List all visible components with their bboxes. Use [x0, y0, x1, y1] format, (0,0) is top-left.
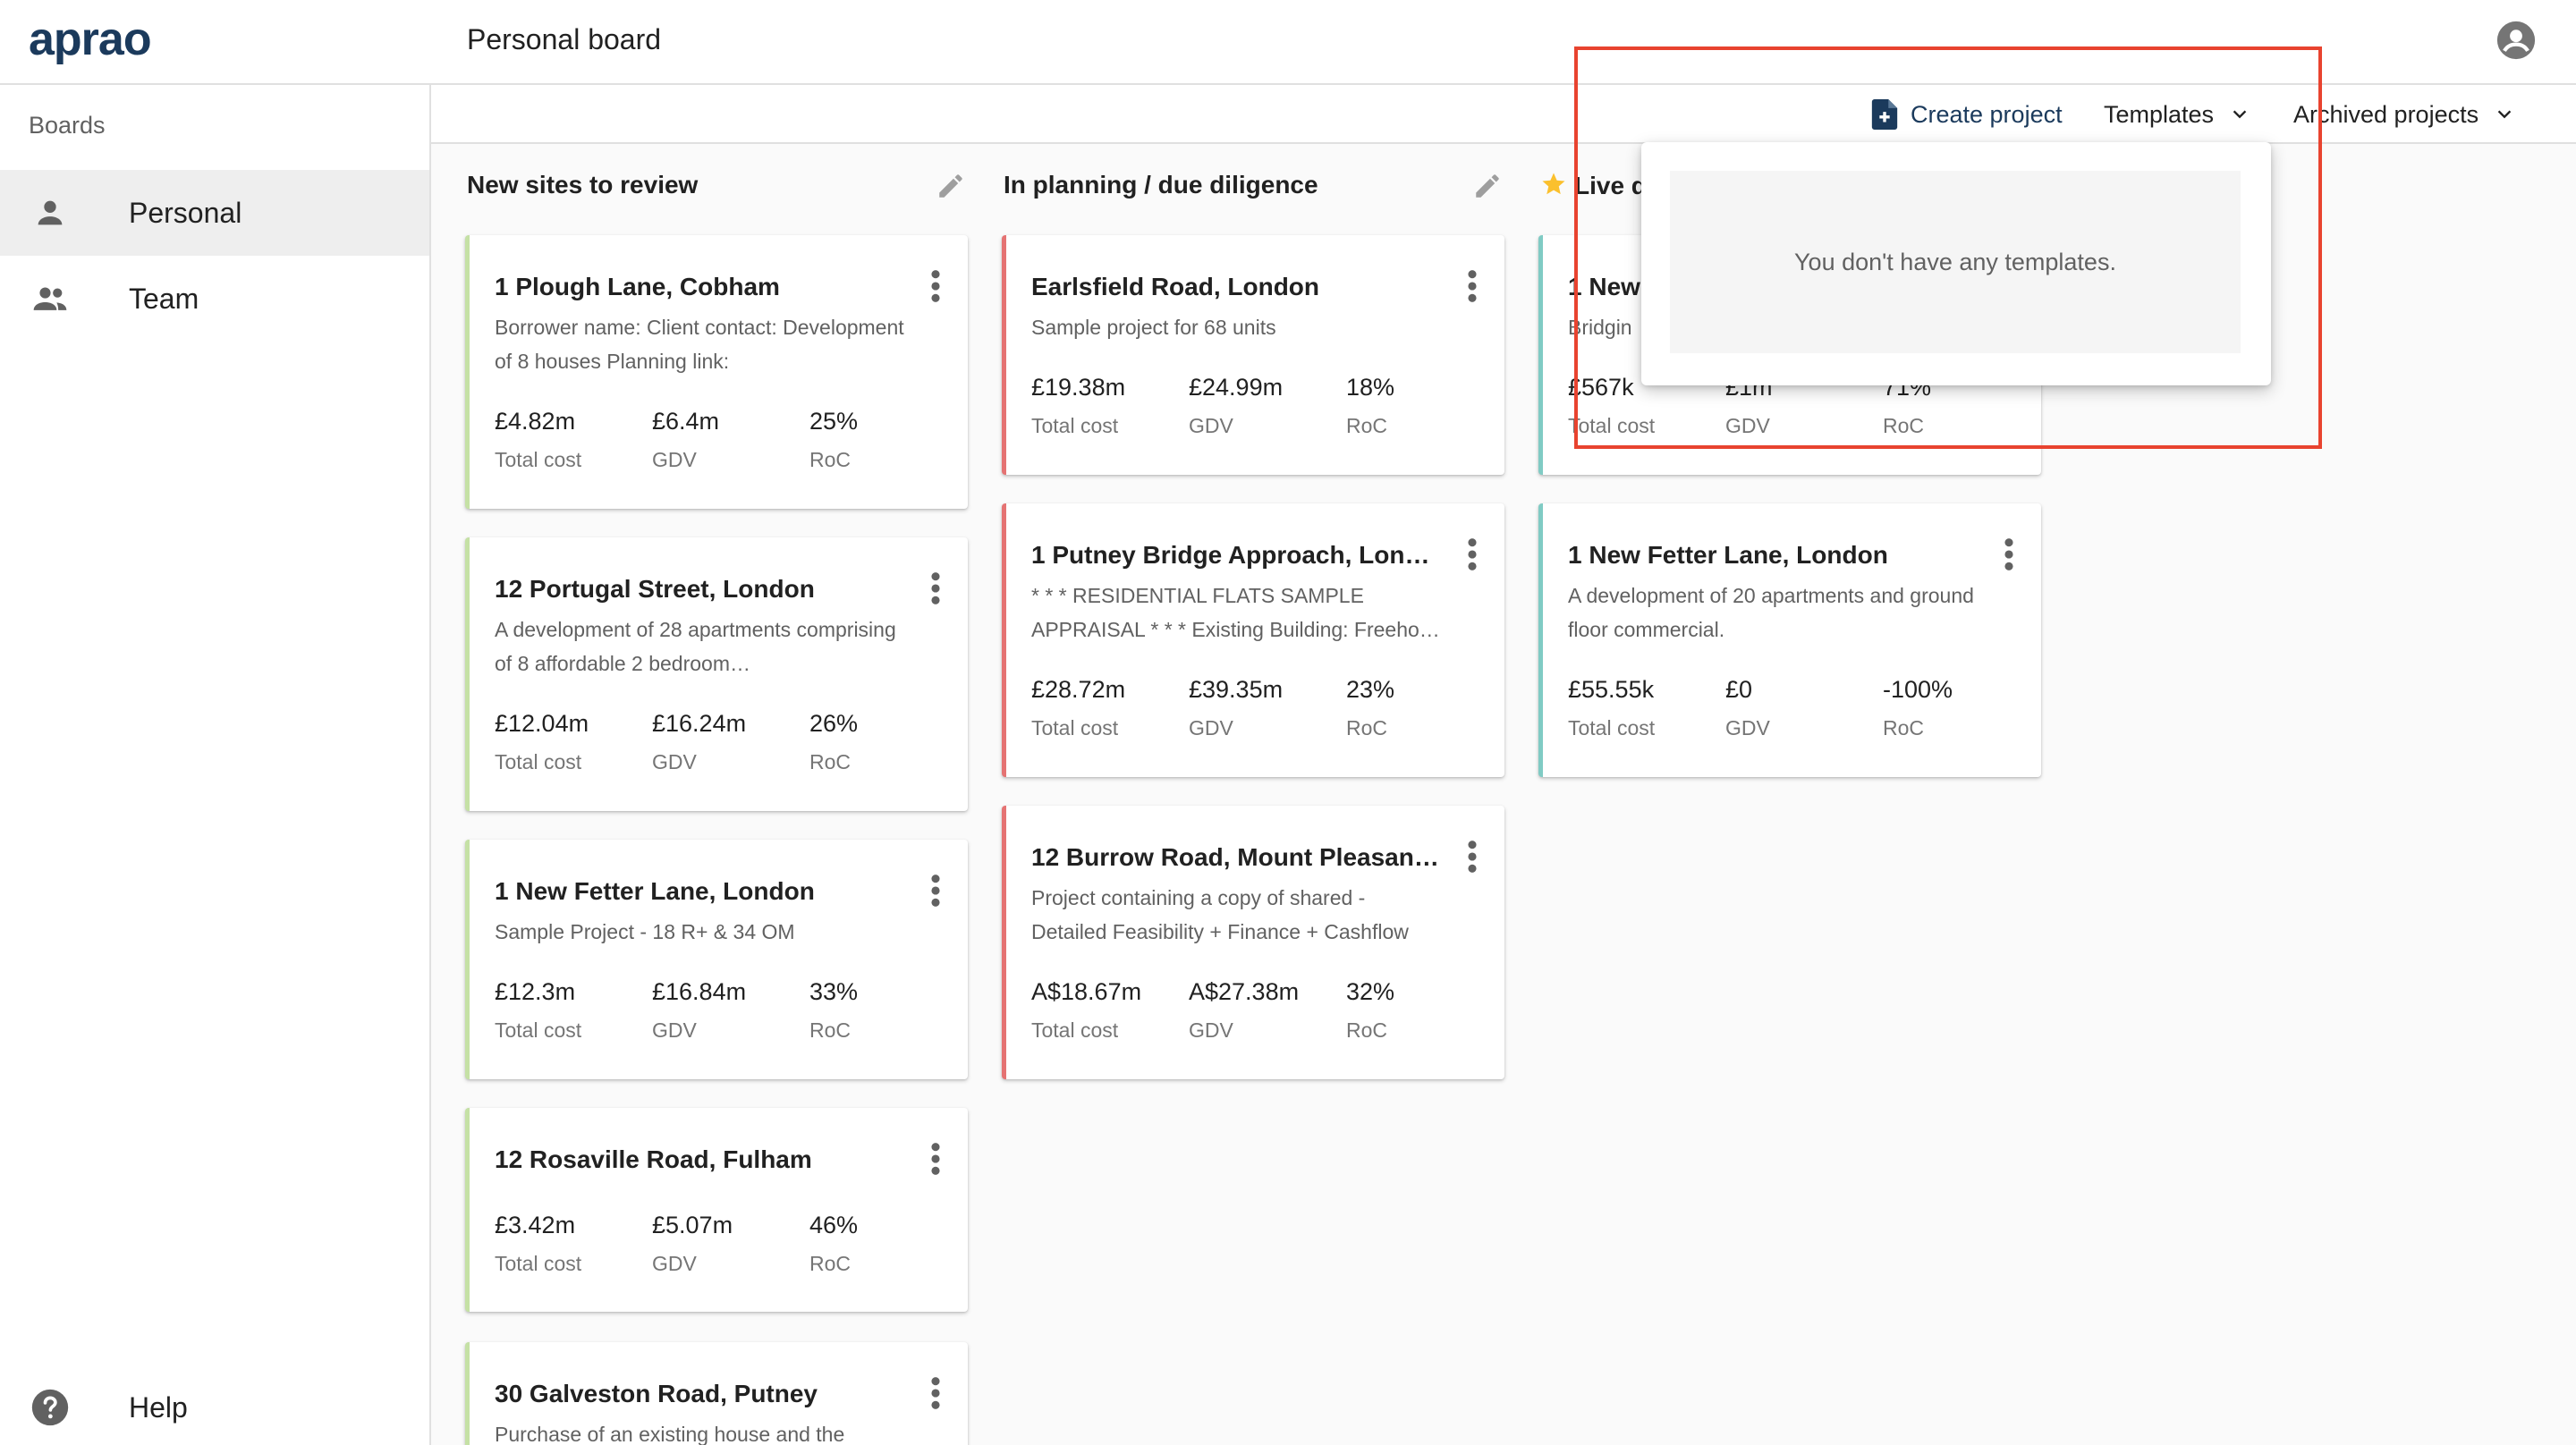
gdv-stat: £6.4m GDV	[652, 408, 720, 471]
sidebar: Boards Personal Team Help	[0, 85, 431, 1445]
project-card[interactable]: 30 Galveston Road, Putney Purchase of an…	[465, 1342, 968, 1445]
archived-projects-label: Archived projects	[2293, 100, 2479, 128]
edit-pencil-icon[interactable]	[1472, 171, 1503, 201]
sidebar-item-label: Personal	[129, 196, 242, 229]
top-bar: aprao Personal board	[0, 0, 2576, 85]
create-project-button[interactable]: Create project	[1871, 94, 2063, 135]
create-project-label: Create project	[1911, 100, 2063, 128]
sidebar-item-team[interactable]: Team	[0, 256, 429, 342]
card-title: 30 Galveston Road, Putney	[495, 1380, 818, 1407]
person-icon	[30, 193, 70, 232]
gdv-stat: A$27.38m GDV	[1189, 978, 1300, 1042]
more-vert-icon[interactable]	[2004, 537, 2014, 571]
sidebar-item-label: Team	[129, 282, 199, 315]
chevron-down-icon	[2233, 110, 2247, 119]
roc-stat: -100% RoC	[1883, 676, 1953, 739]
project-card[interactable]: 12 Burrow Road, Mount Pleasant, … Projec…	[1002, 806, 1504, 1079]
templates-dropdown-button[interactable]: Templates	[2104, 94, 2250, 135]
roc-stat: 25% RoC	[809, 408, 859, 471]
column-title: In planning / due diligence	[1004, 171, 1318, 199]
project-card[interactable]: 1 Plough Lane, Cobham Borrower name: Cli…	[465, 235, 968, 509]
column-title: New sites to review	[467, 171, 699, 199]
total-cost-stat: £19.38m Total cost	[1031, 374, 1126, 437]
card-title: 1 Putney Bridge Approach, Londo…	[1031, 541, 1443, 569]
project-card[interactable]: 1 Putney Bridge Approach, Londo… * * * R…	[1002, 503, 1504, 777]
gdv-stat: £24.99m GDV	[1189, 374, 1284, 437]
more-vert-icon[interactable]	[1467, 269, 1478, 303]
card-title: Earlsfield Road, London	[1031, 273, 1320, 300]
roc-stat: 26% RoC	[809, 710, 859, 773]
card-description: Project containing a copy of shared - De…	[1031, 886, 1409, 943]
board-toolbar: Create project Templates Archived projec…	[431, 85, 2576, 144]
edit-pencil-icon[interactable]	[936, 171, 966, 201]
card-description: A development of 20 apartments and groun…	[1568, 584, 1974, 641]
card-title: 12 Burrow Road, Mount Pleasant, …	[1031, 843, 1443, 871]
page-title: Personal board	[467, 23, 662, 55]
card-title: 12 Portugal Street, London	[495, 575, 815, 603]
more-vert-icon[interactable]	[930, 571, 941, 605]
card-description: Bridgin	[1568, 316, 1632, 339]
roc-stat: 46% RoC	[809, 1212, 859, 1275]
templates-label: Templates	[2104, 100, 2215, 128]
star-icon	[1542, 173, 1565, 195]
total-cost-stat: A$18.67m Total cost	[1031, 978, 1142, 1042]
total-cost-stat: £3.42m Total cost	[495, 1212, 582, 1275]
total-cost-stat: £28.72m Total cost	[1031, 676, 1126, 739]
more-vert-icon[interactable]	[1467, 840, 1478, 874]
gdv-stat: £16.84m GDV	[652, 978, 747, 1042]
templates-empty-state: You don't have any templates.	[1670, 171, 2241, 353]
gdv-stat: £16.24m GDV	[652, 710, 747, 773]
roc-stat: 23% RoC	[1346, 676, 1395, 739]
column-title-text: Live d	[1574, 172, 1647, 199]
roc-stat: 18% RoC	[1346, 374, 1395, 437]
total-cost-stat: £12.04m Total cost	[495, 710, 589, 773]
card-title: 12 Rosaville Road, Fulham	[495, 1145, 812, 1173]
sidebar-item-personal[interactable]: Personal	[0, 170, 429, 256]
project-card[interactable]: 1 New Fetter Lane, London Sample Project…	[465, 840, 968, 1079]
empty-templates-message: You don't have any templates.	[1794, 248, 2116, 275]
card-description: Purchase of an existing house and the	[495, 1423, 845, 1445]
gdv-stat: £0 GDV	[1725, 676, 1770, 739]
app-logo[interactable]: aprao	[29, 13, 152, 65]
sidebar-item-help[interactable]: Help	[0, 1365, 429, 1445]
new-file-icon	[1871, 99, 1898, 130]
card-description: * * * RESIDENTIAL FLATS SAMPLE APPRAISAL…	[1031, 584, 1440, 641]
gdv-stat: £39.35m GDV	[1189, 676, 1284, 739]
more-vert-icon[interactable]	[930, 1142, 941, 1176]
card-title: 1 New Fetter Lane, London	[1568, 541, 1888, 569]
card-title: 1 Plough Lane, Cobham	[495, 273, 780, 300]
more-vert-icon[interactable]	[930, 874, 941, 908]
more-vert-icon[interactable]	[1467, 537, 1478, 571]
sidebar-item-label: Help	[129, 1390, 188, 1424]
account-icon[interactable]	[2496, 20, 2537, 61]
project-card[interactable]: 12 Portugal Street, London A development…	[465, 537, 968, 811]
card-description: Sample Project - 18 R+ & 34 OM	[495, 920, 795, 943]
roc-stat: 33% RoC	[809, 978, 859, 1042]
card-title: 1 New Fetter Lane, London	[495, 877, 815, 905]
card-description: Borrower name: Client contact: Developme…	[495, 316, 904, 373]
card-description: Sample project for 68 units	[1031, 316, 1276, 339]
total-cost-stat: £55.55k Total cost	[1568, 676, 1656, 739]
more-vert-icon[interactable]	[930, 1376, 941, 1410]
people-icon	[30, 279, 70, 318]
total-cost-stat: £567k Total cost	[1568, 374, 1656, 437]
gdv-stat: £5.07m GDV	[652, 1212, 733, 1275]
total-cost-stat: £4.82m Total cost	[495, 408, 582, 471]
total-cost-stat: £12.3m Total cost	[495, 978, 582, 1042]
more-vert-icon[interactable]	[930, 269, 941, 303]
project-card[interactable]: 1 New Fetter Lane, London A development …	[1538, 503, 2041, 777]
chevron-down-icon	[2497, 110, 2512, 119]
card-description: A development of 28 apartments comprisin…	[495, 618, 896, 675]
project-card[interactable]: Earlsfield Road, London Sample project f…	[1002, 235, 1504, 475]
templates-menu: You don't have any templates.	[1641, 142, 2271, 385]
archived-projects-dropdown-button[interactable]: Archived projects	[2293, 94, 2514, 135]
boards-heading: Boards	[29, 112, 106, 139]
project-card[interactable]: 12 Rosaville Road, Fulham £3.42m Total co…	[465, 1108, 968, 1312]
column-title: Live d	[1540, 171, 1647, 200]
roc-stat: 32% RoC	[1346, 978, 1395, 1042]
help-icon	[30, 1388, 70, 1427]
